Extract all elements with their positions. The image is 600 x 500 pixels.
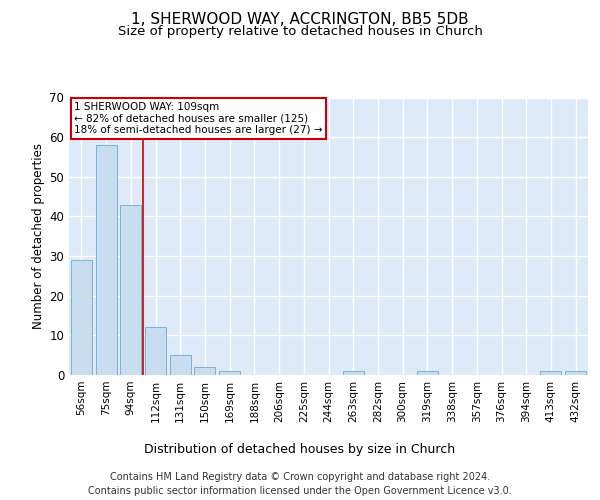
Text: Distribution of detached houses by size in Church: Distribution of detached houses by size … [145, 442, 455, 456]
Y-axis label: Number of detached properties: Number of detached properties [32, 143, 45, 329]
Text: Contains HM Land Registry data © Crown copyright and database right 2024.
Contai: Contains HM Land Registry data © Crown c… [88, 472, 512, 496]
Bar [120, 204, 141, 375]
Bar [95, 145, 116, 375]
Bar [145, 328, 166, 375]
Bar [541, 371, 562, 375]
Bar [170, 355, 191, 375]
Bar [194, 367, 215, 375]
Bar [71, 260, 92, 375]
Bar [343, 371, 364, 375]
Bar [417, 371, 438, 375]
Bar [565, 371, 586, 375]
Text: Size of property relative to detached houses in Church: Size of property relative to detached ho… [118, 25, 482, 38]
Text: 1 SHERWOOD WAY: 109sqm
← 82% of detached houses are smaller (125)
18% of semi-de: 1 SHERWOOD WAY: 109sqm ← 82% of detached… [74, 102, 323, 135]
Text: 1, SHERWOOD WAY, ACCRINGTON, BB5 5DB: 1, SHERWOOD WAY, ACCRINGTON, BB5 5DB [131, 12, 469, 28]
Bar [219, 371, 240, 375]
